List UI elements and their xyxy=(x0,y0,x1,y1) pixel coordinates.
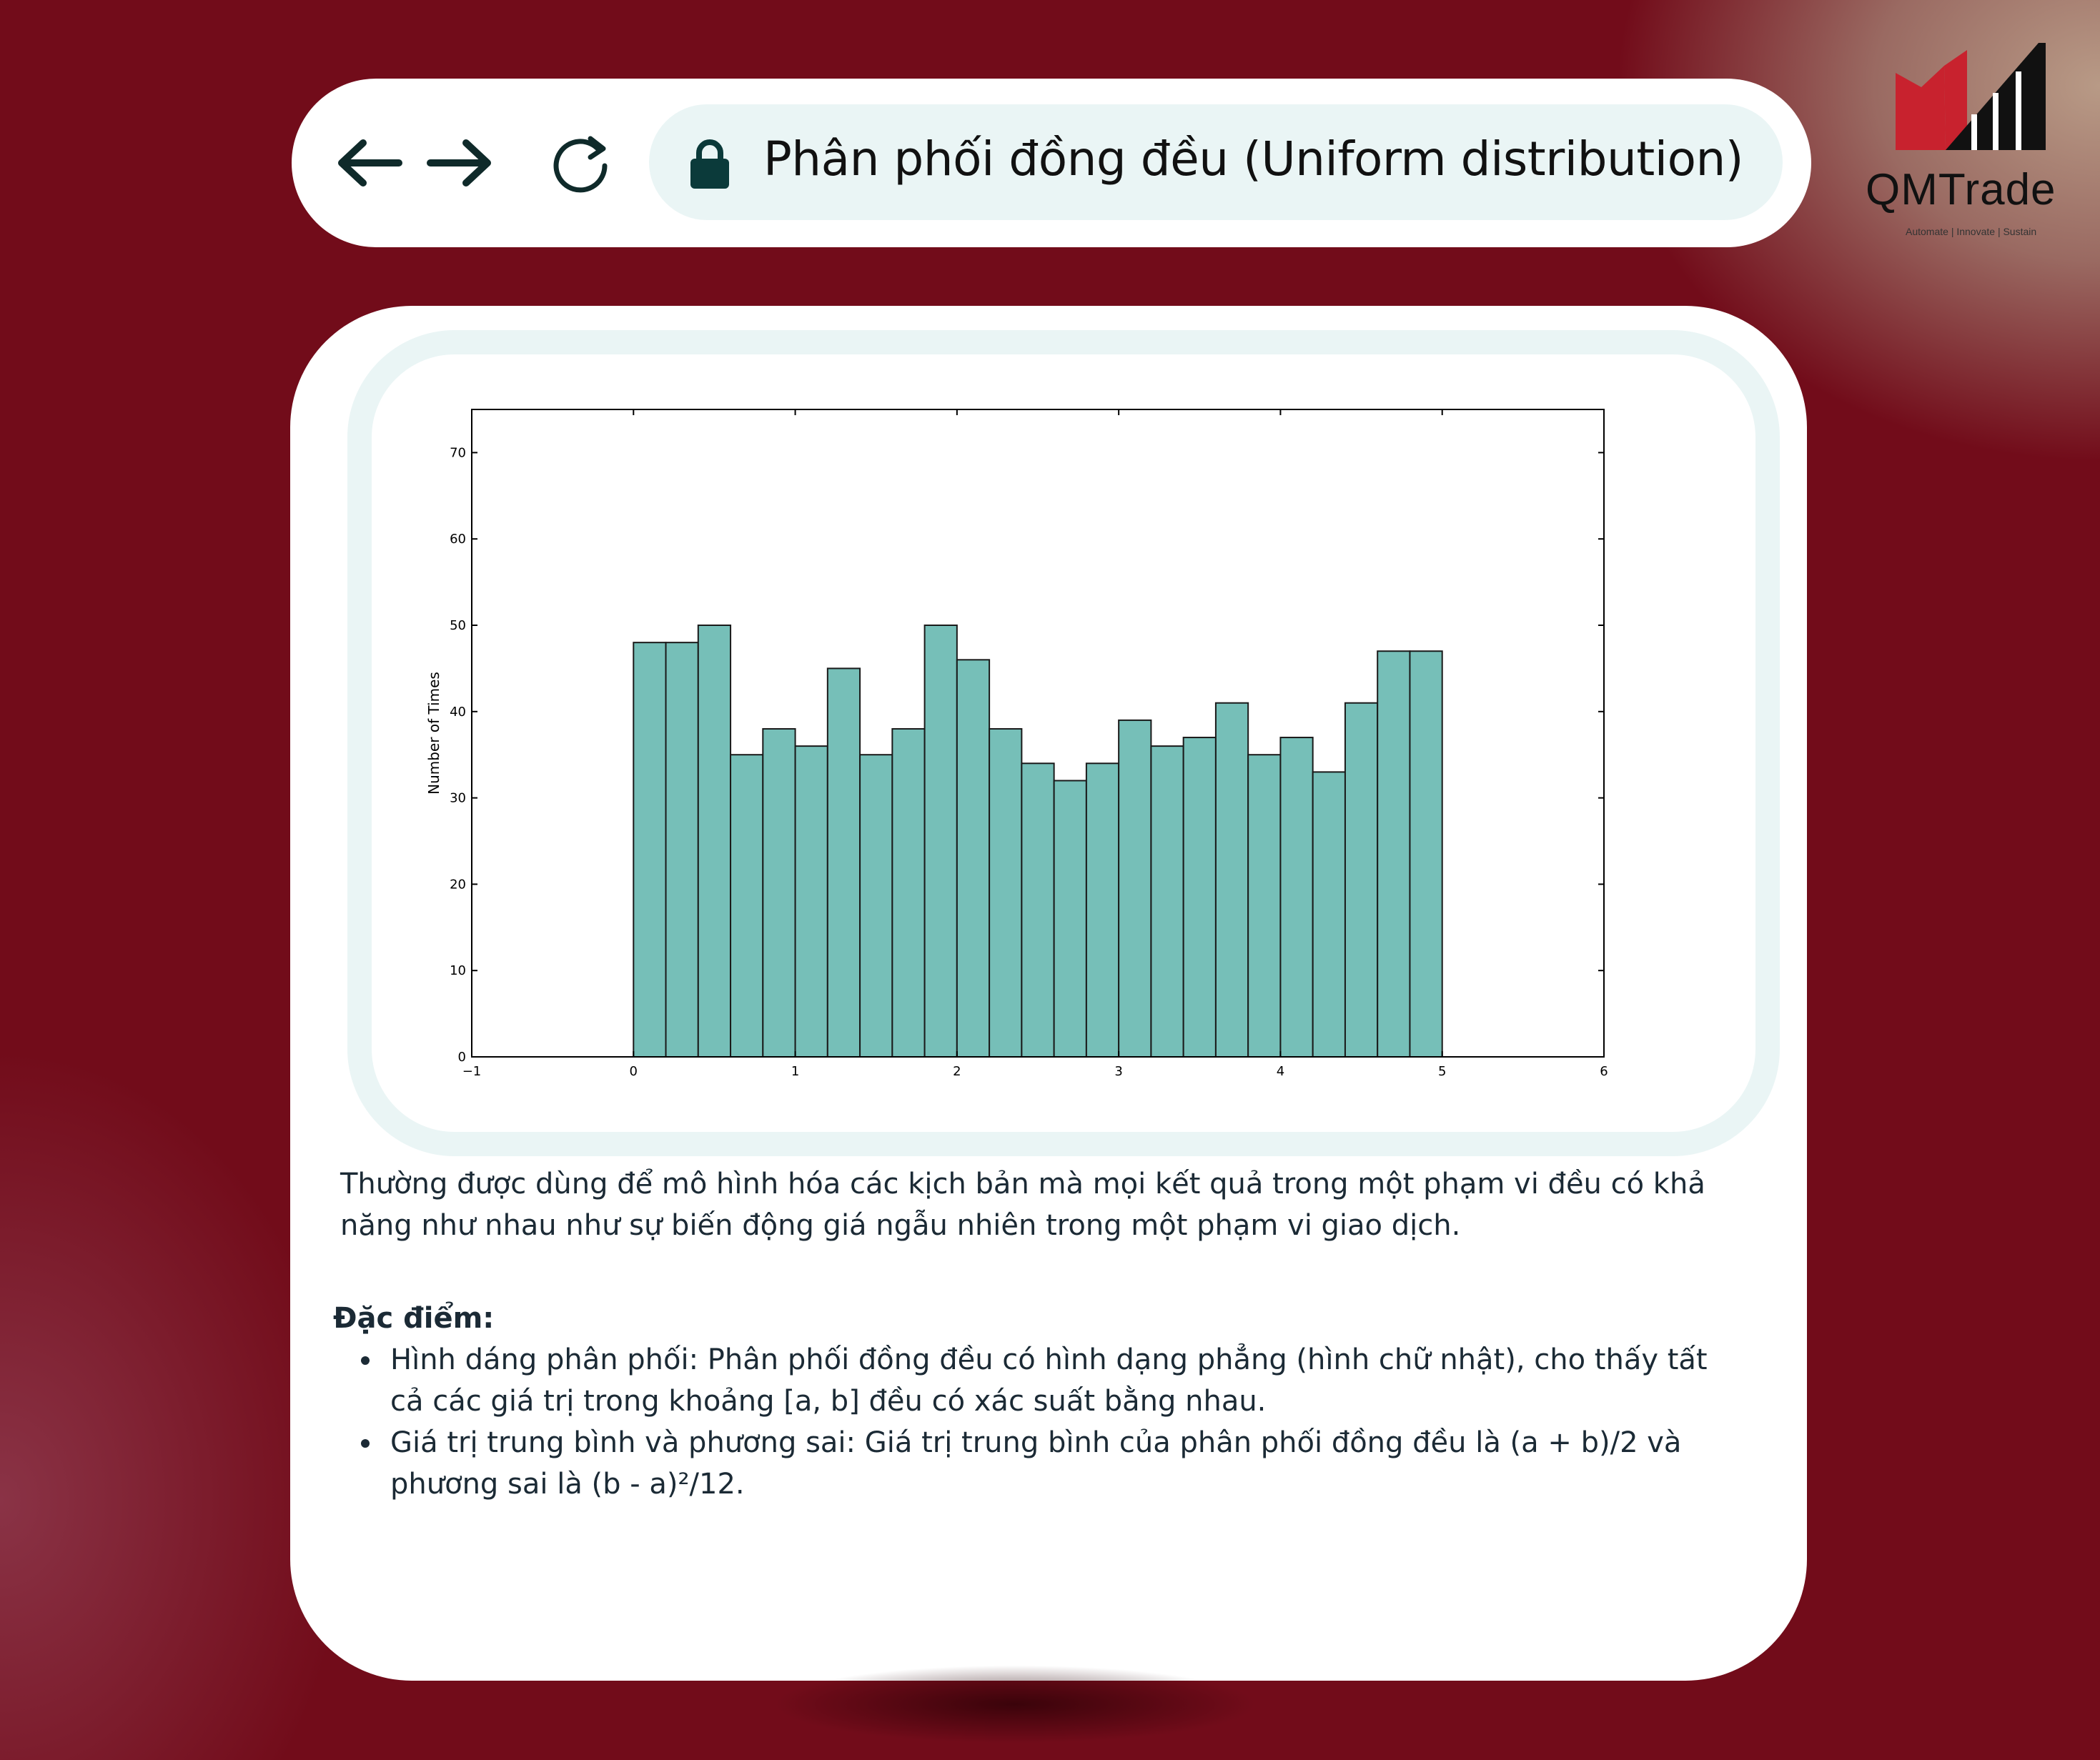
reload-icon[interactable] xyxy=(549,131,612,194)
y-tick-label: 30 xyxy=(450,791,466,806)
histogram-bar xyxy=(1021,762,1055,1058)
drop-shadow xyxy=(772,1665,1258,1744)
x-tick-label: 0 xyxy=(630,1064,638,1079)
histogram-bar xyxy=(633,642,667,1058)
plot-frame xyxy=(471,409,1605,1058)
histogram-bar xyxy=(859,754,893,1058)
histogram-bar xyxy=(1118,719,1152,1058)
histogram-bar xyxy=(762,727,796,1058)
arrow-right-icon[interactable] xyxy=(426,134,495,192)
description: Thường được dùng để mô hình hóa các kịch… xyxy=(333,1163,1734,1505)
feature-item-shape: Hình dáng phân phối: Phân phối đồng đều … xyxy=(383,1339,1734,1422)
histogram-bar xyxy=(730,754,764,1058)
histogram-bar xyxy=(665,642,699,1058)
y-tick-label: 60 xyxy=(450,532,466,547)
features-list: Hình dáng phân phối: Phân phối đồng đều … xyxy=(333,1339,1734,1505)
y-axis-label: Number of Times xyxy=(425,672,442,795)
x-tick-label: −1 xyxy=(462,1064,482,1079)
y-tick-label: 40 xyxy=(450,705,466,720)
histogram-bar xyxy=(1182,737,1217,1058)
histogram-bar xyxy=(989,727,1023,1058)
browser-bar: Phân phối đồng đều (Uniform distribution… xyxy=(292,79,1811,247)
histogram-bar xyxy=(1150,745,1184,1058)
histogram-bar xyxy=(956,659,991,1058)
histogram-bar xyxy=(1312,771,1346,1058)
features-title: Đặc điểm: xyxy=(333,1302,495,1335)
histogram-bar xyxy=(1214,702,1249,1058)
histogram-bar xyxy=(826,667,861,1058)
histogram-bar xyxy=(923,625,958,1058)
histogram-chart: −10123456010203040506070Time waiting at … xyxy=(425,409,1608,1079)
histogram-bar xyxy=(1279,737,1314,1058)
feature-item-mean-variance: Giá trị trung bình và phương sai: Giá tr… xyxy=(383,1422,1734,1505)
x-tick-label: 4 xyxy=(1277,1064,1284,1079)
y-tick-label: 10 xyxy=(450,963,466,978)
brand-logo: QMTrade Automate | Innovate | Sustain xyxy=(1858,43,2073,243)
y-tick-label: 0 xyxy=(458,1050,466,1065)
qmtrade-logo-icon xyxy=(1896,43,2046,157)
histogram-bar xyxy=(1344,702,1379,1058)
page-title: Phân phối đồng đều (Uniform distribution… xyxy=(763,131,1744,187)
y-tick-label: 50 xyxy=(450,618,466,633)
histogram-bar xyxy=(697,625,732,1058)
lock-icon xyxy=(689,137,730,189)
x-tick-label: 1 xyxy=(791,1064,799,1079)
histogram-bar xyxy=(1377,650,1411,1058)
address-bar[interactable]: Phân phối đồng đều (Uniform distribution… xyxy=(649,104,1783,220)
y-tick-label: 70 xyxy=(450,445,466,460)
arrow-left-icon[interactable] xyxy=(335,134,403,192)
y-tick-label: 20 xyxy=(450,877,466,892)
x-tick-label: 6 xyxy=(1600,1064,1608,1079)
histogram-bar xyxy=(1247,754,1282,1058)
content-card: −10123456010203040506070Time waiting at … xyxy=(290,306,1807,1681)
histogram-bar xyxy=(1409,650,1443,1058)
x-tick-label: 3 xyxy=(1114,1064,1122,1079)
brand-name: QMTrade xyxy=(1866,165,2056,214)
brand-tagline: Automate | Innovate | Sustain xyxy=(1906,226,2037,237)
histogram-bar xyxy=(794,745,828,1058)
x-tick-label: 5 xyxy=(1438,1064,1446,1079)
x-tick-label: 2 xyxy=(953,1064,961,1079)
histogram-bar xyxy=(1053,780,1087,1058)
intro-paragraph: Thường được dùng để mô hình hóa các kịch… xyxy=(340,1168,1705,1242)
histogram-bar xyxy=(1085,762,1120,1058)
histogram-bar xyxy=(891,727,926,1058)
chart-frame: −10123456010203040506070Time waiting at … xyxy=(347,330,1780,1156)
